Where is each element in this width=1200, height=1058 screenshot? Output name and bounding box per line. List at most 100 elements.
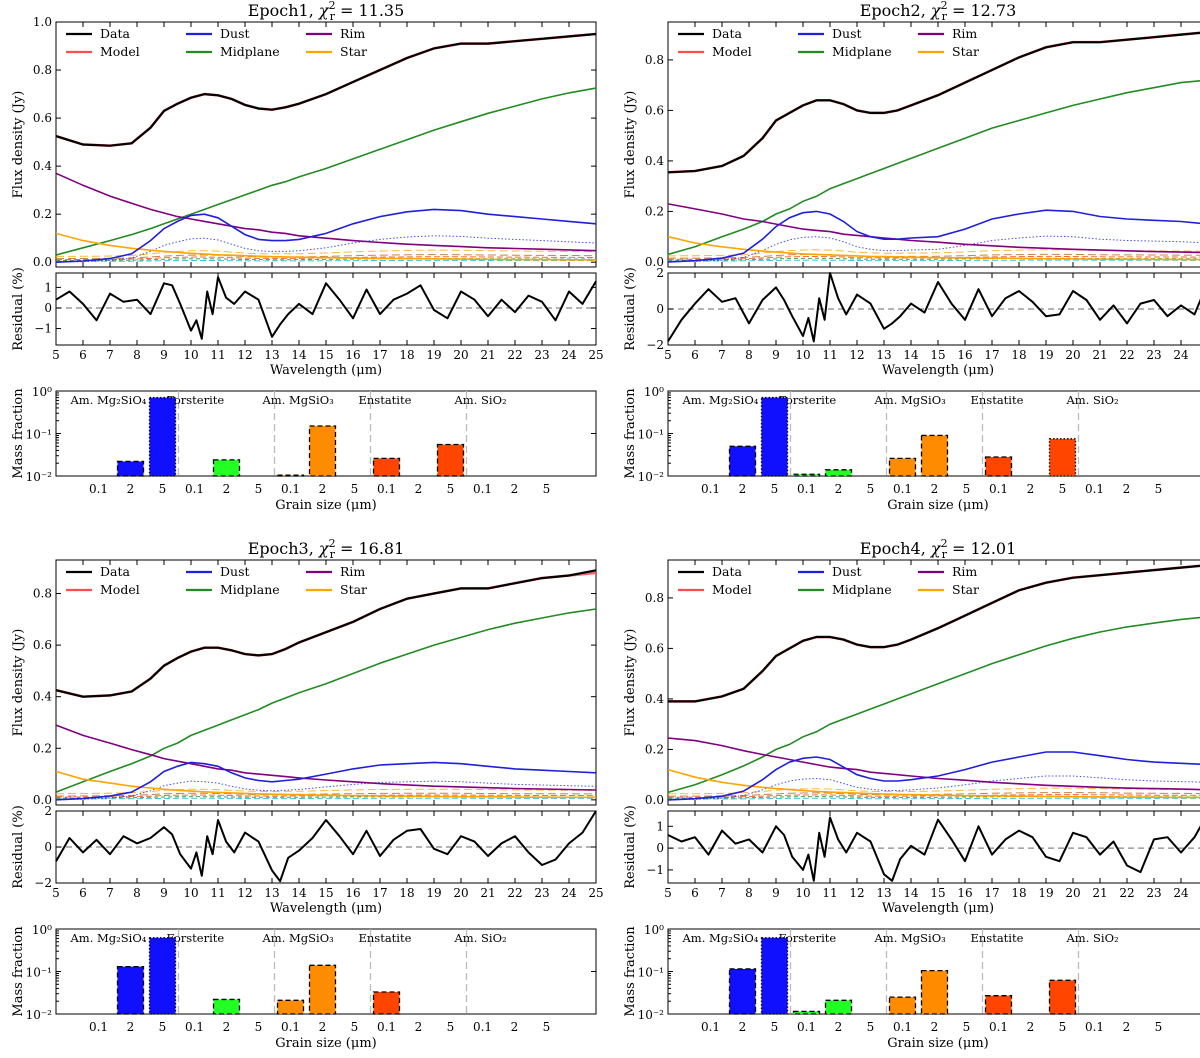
flux-ytick-label: 0.6: [645, 103, 664, 117]
species-label: Am. Mg₂SiO₄: [682, 931, 759, 945]
wavelength-tick-label: 18: [399, 348, 414, 362]
grain-size-tick-label: 0.1: [377, 1020, 396, 1034]
mass-bar: [212, 998, 241, 1015]
grain-size-tick-label: 0.1: [281, 482, 300, 496]
chi2-value: 12.73: [970, 1, 1016, 20]
flux-ytick-label: 0.8: [645, 53, 664, 67]
wavelength-tick-label: 8: [133, 348, 141, 362]
flux-ylabel: Flux density (Jy): [623, 629, 638, 737]
species-label: Am. MgSiO₃: [874, 931, 947, 945]
grain-size-tick-label: 5: [963, 482, 971, 496]
grain-size-tick-label: 5: [159, 1020, 167, 1034]
wavelength-tick-label: 13: [264, 886, 279, 900]
chi-symbol: χ: [930, 1, 942, 20]
residual-ylabel: Residual (%): [623, 267, 638, 351]
grain-size-tick-label: 5: [963, 1020, 971, 1034]
wavelength-tick-label: 16: [345, 348, 360, 362]
chi-subscript: r: [942, 548, 948, 561]
species-label: Am. SiO₂: [454, 393, 507, 407]
wavelength-tick-label: 12: [237, 348, 252, 362]
mass-ytick-label: 10⁻²: [638, 1008, 665, 1022]
grain-size-tick-label: 2: [511, 1020, 519, 1034]
residual-axes-frame: [667, 810, 1200, 884]
grain-size-tick-label: 5: [1059, 1020, 1067, 1034]
grain-size-tick-label: 0.1: [893, 1020, 912, 1034]
wavelength-tick-label: 6: [691, 348, 699, 362]
wavelength-tick-label: 9: [772, 886, 780, 900]
component-curve: [668, 255, 1200, 260]
grain-size-tick-label: 0.1: [989, 482, 1008, 496]
legend-label-midplane: Midplane: [220, 582, 280, 597]
grain-size-tick-label: 0.1: [89, 482, 108, 496]
panel-title: Epoch1, χ2 r = 11.35: [248, 0, 405, 23]
wavelength-tick-label: 16: [957, 886, 972, 900]
wavelength-tick-label: 12: [849, 348, 864, 362]
wavelength-tick-label: 14: [903, 348, 919, 362]
mass-ytick-label: 10⁰: [32, 923, 52, 937]
grain-size-tick-label: 5: [255, 1020, 263, 1034]
legend-label-data: Data: [712, 564, 742, 579]
wavelength-tick-label: 5: [52, 886, 60, 900]
mass-ylabel: Mass fraction: [623, 388, 638, 479]
grain-size-tick-label: 5: [867, 1020, 875, 1034]
flux-ytick-label: 0.2: [33, 741, 52, 755]
series-dust: [55, 208, 597, 263]
component-curve: [55, 794, 597, 798]
grain-size-tick-label: 2: [739, 482, 747, 496]
mass-bar: [792, 473, 821, 477]
wavelength-tick-label: 10: [183, 348, 198, 362]
mass-bar: [920, 969, 949, 1015]
wavelength-tick-label: 14: [903, 886, 919, 900]
residual-ytick-label: 1: [44, 280, 52, 294]
mass-bar: [760, 396, 789, 477]
grain-size-tick-label: 2: [835, 1020, 843, 1034]
wavelength-tick-label: 20: [453, 348, 468, 362]
wavelength-tick-label: 12: [849, 886, 864, 900]
species-label: Enstatite: [971, 931, 1024, 945]
wavelength-tick-label: 11: [210, 886, 225, 900]
legend-label-data: Data: [712, 26, 742, 41]
wavelength-xlabel: Wavelength (μm): [882, 901, 994, 916]
grain-size-tick-label: 2: [415, 482, 423, 496]
wavelength-tick-label: 18: [1011, 348, 1026, 362]
grain-size-tick-label: 2: [319, 1020, 327, 1034]
chi-subscript: r: [942, 10, 948, 23]
flux-ytick-label: 0.2: [645, 204, 664, 218]
mass-ylabel: Mass fraction: [11, 388, 26, 479]
wavelength-tick-label: 9: [772, 348, 780, 362]
wavelength-tick-label: 17: [984, 348, 999, 362]
mass-ylabel: Mass fraction: [623, 926, 638, 1017]
species-label: Am. SiO₂: [1066, 393, 1119, 407]
legend-label-model: Model: [712, 582, 752, 597]
grain-size-tick-label: 0.1: [89, 1020, 108, 1034]
grain-size-tick-label: 5: [867, 482, 875, 496]
wavelength-tick-label: 20: [1065, 348, 1080, 362]
species-label: Am. Mg₂SiO₄: [70, 931, 147, 945]
wavelength-tick-label: 7: [106, 886, 114, 900]
mass-ytick-label: 10⁻¹: [26, 428, 52, 442]
grain-size-tick-label: 2: [127, 482, 135, 496]
series-rim: [55, 724, 597, 791]
residual-curve: [55, 810, 597, 883]
wavelength-tick-label: 22: [1119, 348, 1134, 362]
grain-size-tick-label: 0.1: [797, 482, 816, 496]
component-curve: [55, 249, 597, 257]
residual-ylabel: Residual (%): [11, 805, 26, 889]
wavelength-tick-label: 13: [876, 886, 891, 900]
epoch-panel-1: Epoch1, χ2 r = 11.350.00.20.40.60.81.0Flu…: [11, 0, 604, 513]
grain-size-tick-label: 0.1: [893, 482, 912, 496]
series-rim: [55, 172, 597, 252]
species-label: Forsterite: [779, 393, 837, 407]
grain-size-tick-label: 5: [771, 1020, 779, 1034]
legend-label-data: Data: [100, 564, 130, 579]
component-curve: [667, 787, 1200, 795]
grain-size-tick-label: 0.1: [1085, 482, 1104, 496]
grain-size-xlabel: Grain size (μm): [887, 1036, 988, 1051]
species-label: Forsterite: [167, 931, 225, 945]
mass-bar: [148, 937, 177, 1015]
grain-size-tick-label: 5: [1059, 482, 1067, 496]
wavelength-tick-label: 11: [210, 348, 225, 362]
wavelength-tick-label: 11: [822, 348, 837, 362]
component-curve: [56, 259, 596, 262]
